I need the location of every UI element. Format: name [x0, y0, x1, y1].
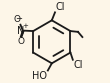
Text: Cl: Cl — [56, 2, 65, 12]
Text: O: O — [17, 37, 24, 46]
Text: O: O — [13, 15, 20, 24]
Text: +: + — [22, 23, 28, 29]
Text: N: N — [17, 26, 24, 36]
Text: HO: HO — [32, 71, 47, 81]
Text: Cl: Cl — [73, 60, 83, 70]
Text: −: − — [15, 14, 22, 23]
